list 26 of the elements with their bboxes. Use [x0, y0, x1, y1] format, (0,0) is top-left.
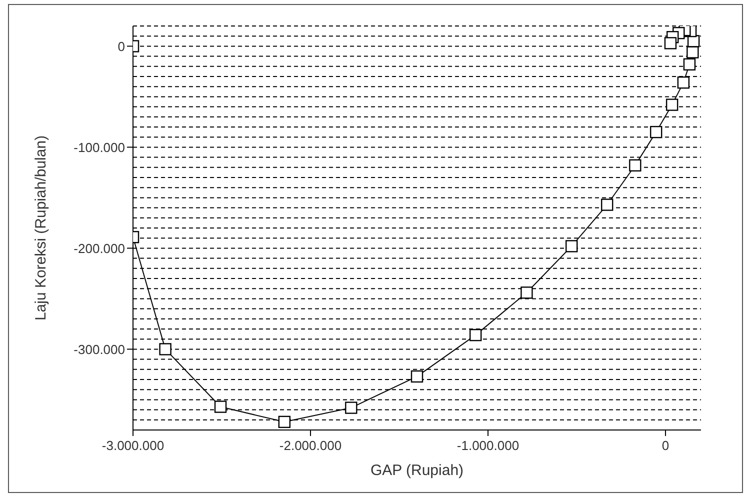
y-tick-label: -100.000: [74, 140, 125, 156]
point: [278, 416, 291, 428]
point: [566, 240, 578, 252]
x-tick-label: -2.000.000: [279, 438, 342, 453]
x-axis-title: GAP (Rupiah): [370, 462, 464, 479]
y-axis-title: Laju Koreksi (Rupiah/bulan): [32, 135, 50, 321]
y-tick-label: -200.000: [74, 241, 125, 256]
point: [686, 46, 699, 58]
point: [214, 400, 227, 413]
point: [683, 58, 696, 70]
x-tick-label: 0: [662, 438, 670, 453]
point: [666, 98, 678, 111]
point: [345, 402, 358, 414]
point: [520, 286, 533, 299]
point: [629, 159, 642, 172]
y-tick-label: 0: [118, 39, 125, 54]
point: [677, 76, 690, 89]
x-tick-label: -3.000.000: [102, 438, 164, 453]
point: [410, 370, 424, 383]
point: [469, 328, 482, 342]
x-tick-label: -1.000.000: [456, 438, 520, 453]
y-tick-label: -300.000: [74, 342, 125, 358]
point: [664, 37, 677, 50]
point: [159, 343, 172, 356]
point: [601, 198, 614, 211]
point: [650, 126, 662, 138]
